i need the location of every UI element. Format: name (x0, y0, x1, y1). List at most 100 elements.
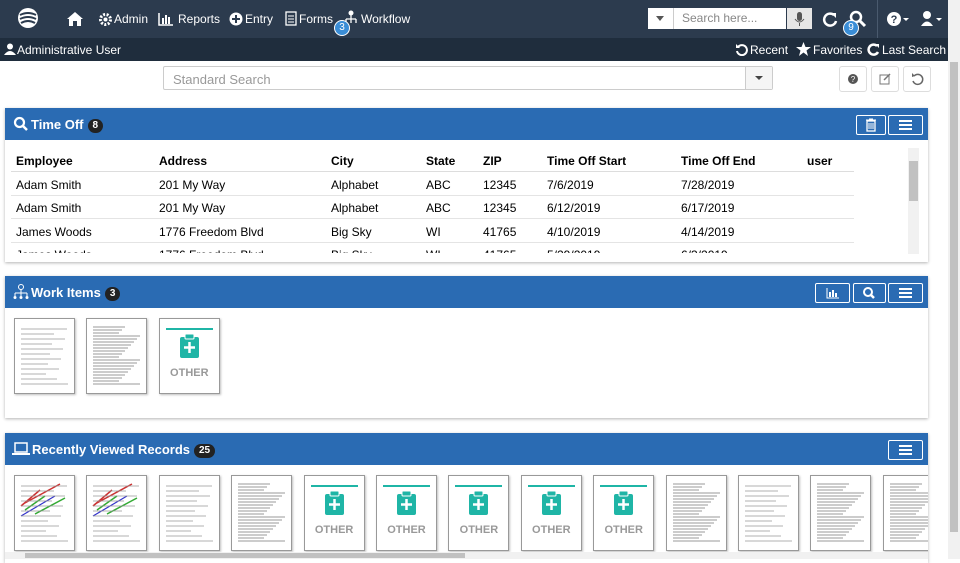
user-bar: Administrative User Recent Favorites Las… (0, 38, 948, 61)
other-thumbnail[interactable]: OTHER (376, 475, 437, 551)
nav-workflow[interactable]: Workflow (361, 12, 411, 26)
column-header: user (807, 154, 833, 168)
table-cell: 5/29/2019 (547, 248, 600, 253)
column-header: City (331, 154, 354, 168)
last-search-link[interactable]: Last Search (882, 43, 947, 57)
standard-search-placeholder: Standard Search (173, 72, 271, 87)
help-button[interactable]: ? (839, 66, 867, 92)
chart-button[interactable] (815, 283, 850, 303)
logo[interactable] (16, 6, 40, 30)
other-thumbnail[interactable]: OTHER (520, 475, 582, 551)
help-menu[interactable]: ? (886, 10, 910, 28)
refresh-icon[interactable] (822, 11, 838, 27)
user-menu[interactable] (920, 10, 944, 28)
table-cell: Alphabet (331, 178, 379, 192)
document-thumbnail[interactable] (738, 475, 799, 551)
search-type-dropdown[interactable] (648, 8, 674, 29)
table-cell: Alphabet (331, 201, 379, 216)
other-thumbnail[interactable]: OTHER (448, 475, 510, 551)
h-scrollbar[interactable] (5, 552, 928, 559)
work-items-panel: Work Items 3 OTHER (5, 276, 928, 418)
page-scrollbar[interactable] (948, 0, 960, 559)
table-cell: WI (426, 224, 441, 239)
entry-icon (229, 12, 243, 26)
table-cell: 201 My Way (159, 201, 226, 216)
home-icon[interactable] (66, 11, 84, 27)
laptop-icon (12, 442, 30, 455)
header-rule (11, 171, 854, 172)
svg-text:?: ? (891, 14, 898, 26)
document-thumbnail[interactable] (665, 475, 727, 551)
table-cell: ABC (426, 178, 451, 192)
panel-title: Work Items (31, 285, 101, 300)
standard-search-select[interactable]: Standard Search (163, 66, 773, 90)
time-off-table: Employee Address City State ZIP Time Off Star… (5, 108, 908, 253)
scrollbar[interactable] (908, 148, 919, 254)
mic-button[interactable] (787, 8, 812, 29)
top-nav: Admin Reports Entry Forms 3 Workflow Sea… (0, 0, 948, 38)
other-thumbnail[interactable]: OTHER (593, 475, 655, 551)
nav-forms[interactable]: Forms (299, 12, 333, 26)
panel-title: Recently Viewed Records (32, 442, 190, 457)
recent-link[interactable]: Recent (750, 43, 789, 57)
table-cell: 7/6/2019 (547, 178, 594, 192)
nav-reports[interactable]: Reports (178, 12, 221, 26)
delete-button[interactable] (856, 115, 886, 135)
workflow-icon (13, 284, 29, 299)
count-badge: 8 (87, 119, 104, 133)
user-icon (4, 43, 16, 55)
table-cell: 6/17/2019 (681, 201, 735, 216)
other-thumbnail[interactable]: OTHER (158, 318, 220, 394)
table-cell: James Woods (16, 224, 92, 239)
last-search-icon (867, 43, 880, 56)
panel-title: Time Off (31, 117, 84, 132)
table-cell: 1776 Freedom Blvd (159, 224, 264, 239)
edit-button[interactable] (871, 66, 899, 92)
table-cell: 4/14/2019 (681, 224, 735, 239)
document-thumbnail[interactable] (14, 318, 75, 394)
column-header: Time Off End (681, 154, 756, 168)
favorites-icon (796, 42, 811, 56)
document-thumbnail[interactable] (810, 475, 872, 551)
menu-button[interactable] (888, 115, 923, 135)
document-thumbnail[interactable] (86, 475, 148, 551)
document-thumbnail[interactable] (882, 475, 928, 551)
other-label: OTHER (170, 367, 209, 379)
recent-icon (736, 44, 748, 56)
document-thumbnail[interactable] (231, 475, 293, 551)
other-label: OTHER (387, 524, 426, 536)
forms-icon (285, 11, 297, 26)
reset-button[interactable] (903, 66, 931, 92)
table-cell: 12345 (483, 178, 517, 192)
table-cell: 41765 (483, 224, 517, 239)
other-label: OTHER (532, 524, 571, 536)
separator (877, 0, 878, 38)
panel-header: Time Off 8 (5, 108, 928, 140)
other-label: OTHER (314, 524, 354, 536)
admin-icon (99, 13, 112, 26)
search-input[interactable]: Search here... (674, 8, 786, 29)
time-off-panel: Time Off 8 Employee Address City State ZIP Tim… (5, 108, 928, 262)
table-cell: 201 My Way (159, 178, 226, 192)
menu-button[interactable] (888, 440, 923, 460)
menu-button[interactable] (888, 283, 923, 303)
nav-entry[interactable]: Entry (245, 12, 274, 26)
table-cell: Big Sky (331, 224, 372, 239)
favorites-link[interactable]: Favorites (813, 43, 863, 57)
document-thumbnail[interactable] (158, 475, 220, 551)
other-label: OTHER (604, 524, 643, 536)
document-thumbnail[interactable] (86, 318, 148, 394)
document-thumbnail[interactable] (14, 475, 75, 551)
row-rule (11, 218, 854, 220)
recent-thumbnails: OTHER OTHER OTHER OTHER OTHER (5, 433, 928, 563)
table-cell: 6/12/2019 (547, 201, 601, 216)
table-cell: Adam Smith (16, 178, 82, 192)
nav-admin[interactable]: Admin (114, 12, 149, 26)
search-button[interactable] (853, 283, 886, 303)
other-thumbnail[interactable]: OTHER (303, 475, 365, 551)
count-badge: 25 (194, 444, 216, 458)
reports-icon (158, 13, 173, 26)
column-header: ZIP (483, 154, 502, 168)
table-cell: 12345 (483, 201, 517, 216)
